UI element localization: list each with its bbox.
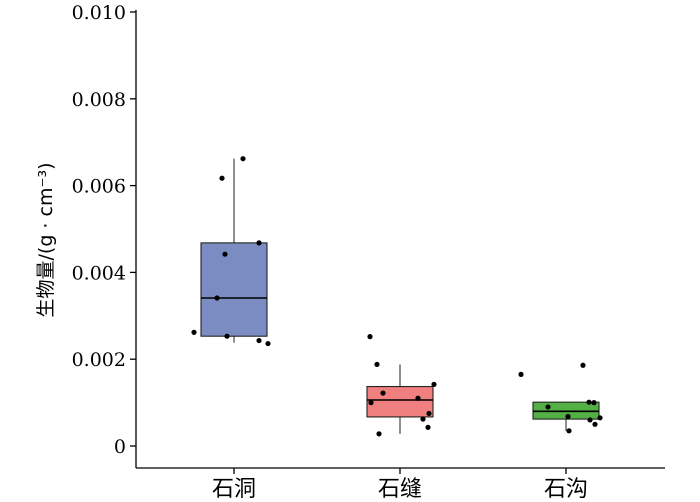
- data-point: [214, 295, 220, 301]
- box-groups: [191, 156, 603, 437]
- data-point: [219, 175, 225, 181]
- y-tick-label: 0.002: [72, 349, 126, 371]
- data-point: [592, 421, 598, 427]
- y-tick-label: 0.006: [72, 176, 126, 198]
- data-point: [426, 410, 432, 417]
- data-point: [240, 156, 246, 162]
- data-point: [367, 334, 373, 340]
- x-tick-label: 石缝: [378, 477, 422, 502]
- data-point: [586, 399, 592, 405]
- y-tick-label: 0.008: [72, 89, 126, 111]
- data-point: [597, 415, 603, 421]
- y-axis-title: 生物量/(g · cm⁻³): [35, 162, 57, 317]
- data-point: [420, 416, 426, 422]
- box-iqr: [200, 242, 268, 337]
- data-point: [191, 329, 197, 335]
- data-point: [415, 395, 421, 401]
- y-tick-label: 0: [114, 436, 126, 458]
- y-tick-label: 0.010: [72, 2, 126, 24]
- data-point: [376, 431, 382, 437]
- data-point: [222, 251, 228, 257]
- data-point: [587, 417, 593, 423]
- x-tick-label: 石沟: [544, 477, 588, 502]
- data-point: [431, 381, 437, 387]
- data-point: [566, 428, 572, 434]
- data-point: [368, 400, 374, 406]
- x-tick-label: 石洞: [212, 477, 256, 502]
- y-tick-label: 0.004: [72, 262, 126, 284]
- box-group: [518, 362, 603, 434]
- box-iqr: [366, 385, 434, 418]
- data-point: [591, 400, 597, 406]
- data-point: [256, 337, 262, 344]
- data-point: [256, 240, 262, 246]
- data-point: [224, 333, 230, 339]
- data-point: [380, 390, 386, 396]
- box-group: [366, 334, 437, 437]
- data-point: [425, 424, 431, 430]
- data-point: [265, 340, 271, 347]
- data-point: [565, 413, 571, 420]
- y-axis-ticks: 0 0.002 0.004 0.006 0.008 0.010: [72, 2, 136, 458]
- data-point: [545, 404, 551, 410]
- data-point: [518, 371, 524, 377]
- data-point: [580, 362, 586, 368]
- box-group: [191, 156, 271, 347]
- data-point: [374, 361, 380, 368]
- x-axis-labels: 石洞 石缝 石沟: [212, 468, 588, 502]
